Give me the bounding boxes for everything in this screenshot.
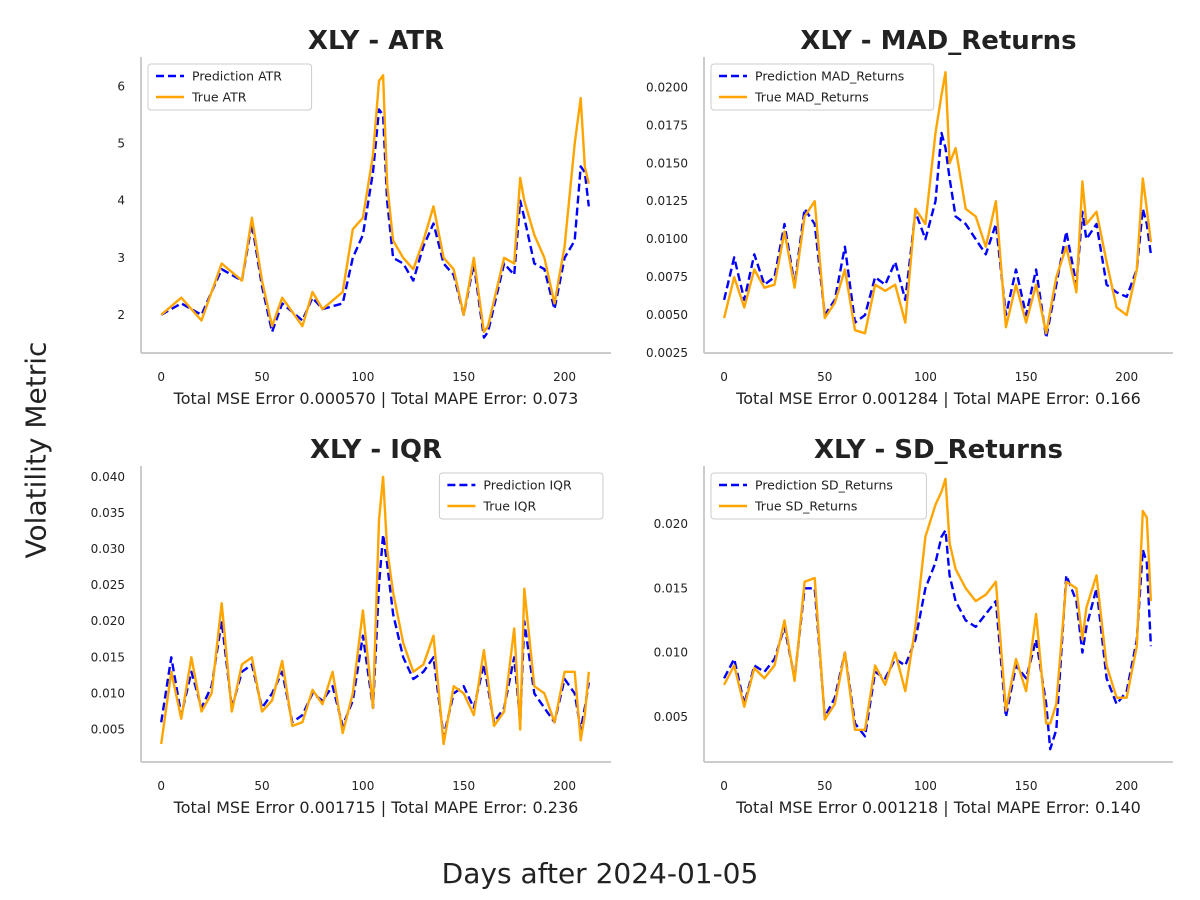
x-tick-label: 100 (914, 779, 937, 793)
subplot-2: 0 50 100 150 200 0.0025 0.0050 0.0075 0.0100 0.01… (646, 26, 1173, 408)
y-tick-label: 3 (117, 251, 125, 265)
x-tick-label: 0 (720, 779, 728, 793)
subplot-3: 0 50 100 150 200 0.005 0.010 0.015 0.020 0.025 0.0… (91, 435, 611, 817)
y-tick-label: 0.035 (91, 506, 125, 520)
x-tick-label: 200 (1115, 779, 1138, 793)
true-line (160, 475, 590, 746)
x-tick-label: 50 (817, 370, 832, 384)
subplot-4: 0 50 100 150 200 0.005 0.010 0.015 0.020 XLY - SD… (654, 435, 1173, 817)
y-tick-label: 0.0050 (646, 308, 688, 322)
legend: Prediction ATR True ATR (147, 63, 313, 111)
subplot-title: XLY - ATR (308, 26, 444, 56)
y-tick-label: 0.0075 (646, 270, 688, 284)
y-tick-label: 0.010 (654, 646, 688, 660)
x-tick-label: 200 (553, 370, 576, 384)
legend: Prediction SD_Returns True SD_Returns (710, 472, 927, 520)
legend-label: Prediction MAD_Returns (755, 69, 904, 84)
x-tick-label: 200 (553, 779, 576, 793)
x-tick-label: 100 (351, 370, 374, 384)
x-tick-label: 150 (452, 370, 475, 384)
subplot-x-label: Total MSE Error 0.001218 | Total MAPE Er… (735, 798, 1141, 817)
y-tick-label: 0.0200 (646, 80, 688, 94)
figure-x-label: Days after 2024-01-05 (441, 857, 759, 890)
x-tick-label: 150 (1015, 370, 1038, 384)
y-tick-label: 5 (117, 137, 125, 151)
subplot-title: XLY - IQR (310, 435, 442, 465)
true-line (722, 70, 1153, 335)
legend-label: True SD_Returns (754, 499, 857, 514)
y-tick-label: 0.0175 (646, 118, 688, 132)
y-tick-label: 0.020 (91, 614, 125, 628)
x-tick-label: 150 (1015, 779, 1038, 793)
legend-label: Prediction SD_Returns (755, 478, 893, 493)
y-tick-label: 2 (117, 308, 125, 322)
x-tick-label: 50 (254, 370, 269, 384)
y-tick-label: 0.030 (91, 542, 125, 556)
y-tick-label: 0.005 (654, 710, 688, 724)
legend-label: True ATR (191, 90, 247, 105)
y-tick-label: 0.0025 (646, 346, 688, 360)
legend-box (710, 63, 935, 111)
y-tick-label: 0.005 (91, 723, 125, 737)
subplot-x-label: Total MSE Error 0.001715 | Total MAPE Er… (173, 798, 579, 817)
legend-label: True IQR (482, 499, 536, 514)
x-tick-label: 0 (157, 370, 165, 384)
y-tick-label: 4 (117, 194, 125, 208)
y-tick-label: 0.020 (654, 517, 688, 531)
x-tick-label: 200 (1115, 370, 1138, 384)
subplot-title: XLY - MAD_Returns (800, 26, 1076, 56)
y-tick-label: 0.0150 (646, 156, 688, 170)
y-tick-label: 0.025 (91, 578, 125, 592)
y-tick-label: 0.015 (654, 581, 688, 595)
y-tick-label: 0.0125 (646, 194, 688, 208)
legend: Prediction MAD_Returns True MAD_Returns (710, 63, 935, 111)
y-tick-label: 0.010 (91, 686, 125, 700)
legend-label: Prediction ATR (192, 69, 282, 84)
true-line (723, 477, 1153, 731)
x-tick-label: 0 (157, 779, 165, 793)
legend-box (147, 63, 313, 111)
subplot-x-label: Total MSE Error 0.001284 | Total MAPE Er… (735, 389, 1141, 408)
prediction-line (160, 108, 590, 339)
legend-label: True MAD_Returns (754, 90, 869, 105)
legend-box (710, 472, 927, 520)
x-tick-label: 100 (351, 779, 374, 793)
x-tick-label: 100 (914, 370, 937, 384)
subplot-x-label: Total MSE Error 0.000570 | Total MAPE Er… (173, 389, 579, 408)
y-tick-label: 0.015 (91, 650, 125, 664)
x-tick-label: 150 (452, 779, 475, 793)
y-tick-label: 0.040 (91, 470, 125, 484)
legend: Prediction IQR True IQR (438, 472, 604, 520)
legend-box (438, 472, 604, 520)
figure-y-label: Volatility Metric (19, 341, 53, 559)
y-tick-label: 0.0100 (646, 232, 688, 246)
y-tick-label: 6 (117, 80, 125, 94)
true-line (160, 74, 590, 334)
x-tick-label: 50 (817, 779, 832, 793)
subplot-title: XLY - SD_Returns (814, 435, 1063, 465)
subplot-1: 0 50 100 150 200 2 3 4 5 6 XLY - ATR Total MSE Erro… (117, 26, 611, 408)
legend-label: Prediction IQR (483, 478, 572, 493)
x-tick-label: 50 (254, 779, 269, 793)
x-tick-label: 0 (720, 370, 728, 384)
prediction-line (722, 131, 1153, 339)
